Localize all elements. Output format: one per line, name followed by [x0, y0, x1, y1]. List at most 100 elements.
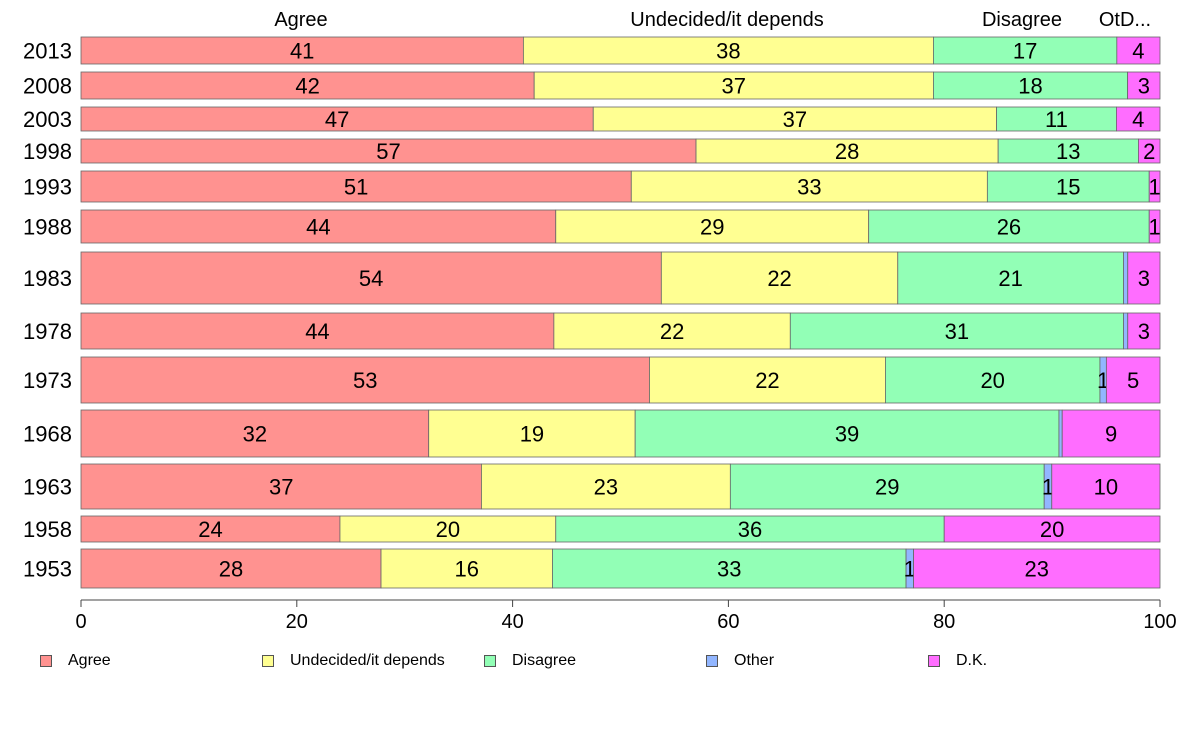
bar-segment: [1127, 312, 1161, 350]
legend-swatch-disagree: [484, 655, 496, 667]
data-label: 22: [767, 266, 791, 291]
bar-segment: [695, 138, 999, 164]
data-label: 1: [1148, 215, 1160, 240]
legend-swatch-undecided: [262, 655, 274, 667]
legend-label-dk: D.K.: [956, 652, 988, 669]
bar-segment: [986, 170, 1150, 203]
bar-segment: [913, 548, 1161, 589]
x-tick-label: 20: [286, 611, 308, 633]
data-label: 44: [306, 215, 330, 240]
legend-item-other: Other: [706, 652, 774, 670]
bar-segment: [630, 170, 988, 203]
bar-segment: [80, 106, 594, 132]
data-label: 44: [305, 319, 329, 344]
row-label: 1963: [23, 475, 72, 500]
bar-segment: [80, 548, 382, 589]
bar-segment: [80, 170, 632, 203]
legend-label-disagree: Disagree: [512, 652, 577, 669]
row-label: 2003: [23, 107, 72, 132]
row-label: 2008: [23, 74, 72, 99]
data-label: 4: [1132, 39, 1144, 64]
bar-segment: [80, 71, 535, 100]
row-label: 1998: [23, 139, 72, 164]
data-label: 31: [945, 319, 969, 344]
bar-segment: [80, 409, 430, 458]
bar-segment: [1051, 463, 1161, 510]
data-label: 19: [520, 422, 544, 447]
data-label: 37: [783, 107, 807, 132]
legend-item-disagree: Disagree: [484, 652, 576, 670]
row-label: 1968: [23, 422, 72, 447]
bar-segment: [80, 36, 524, 65]
bar-segment: [634, 409, 1060, 458]
bar-segment: [933, 71, 1129, 100]
bar-segment: [943, 515, 1161, 543]
bar-segment: [339, 515, 557, 543]
data-label: 15: [1056, 175, 1080, 200]
bar-segment: [933, 36, 1118, 65]
data-label: 20: [980, 368, 1004, 393]
bar-segment: [1127, 251, 1161, 305]
data-label: 33: [797, 175, 821, 200]
legend-swatch-agree: [40, 655, 52, 667]
row-label: 1978: [23, 319, 72, 344]
bar-segment: [1148, 209, 1161, 244]
bar-segment: [80, 515, 341, 543]
bar-segment: [1116, 36, 1161, 65]
row-label: 1983: [23, 266, 72, 291]
data-label: 36: [738, 517, 762, 542]
bar-segment: [1058, 409, 1063, 458]
series-header-label: Agree: [274, 9, 327, 31]
data-label: 2: [1143, 139, 1155, 164]
row-label: 1973: [23, 368, 72, 393]
data-label: 29: [875, 475, 899, 500]
data-label: 23: [1025, 557, 1049, 582]
x-tick-label: 40: [501, 611, 523, 633]
row-label: 1953: [23, 557, 72, 582]
data-label: 33: [717, 557, 741, 582]
data-label: 53: [353, 368, 377, 393]
data-label: 20: [436, 517, 460, 542]
data-label: 51: [344, 175, 368, 200]
data-label: 24: [198, 517, 222, 542]
x-tick-label: 0: [75, 611, 86, 633]
bar-segment: [555, 209, 870, 244]
bar-segment: [80, 209, 557, 244]
bar-segment: [522, 36, 934, 65]
bar-segment: [1127, 71, 1161, 100]
data-label: 42: [295, 74, 319, 99]
data-label: 5: [1127, 368, 1139, 393]
legend-item-dk: D.K.: [928, 652, 987, 670]
data-label: 3: [1138, 266, 1150, 291]
data-label: 37: [269, 475, 293, 500]
x-tick-label: 60: [717, 611, 739, 633]
data-label: 16: [454, 557, 478, 582]
data-label: 54: [359, 266, 383, 291]
data-label: 3: [1138, 74, 1150, 99]
data-label: 13: [1056, 139, 1080, 164]
bar-segment: [80, 356, 650, 404]
data-label: 39: [835, 422, 859, 447]
bar-segment: [552, 548, 907, 589]
series-header-label: Disagree: [982, 9, 1062, 31]
row-label: 1988: [23, 215, 72, 240]
legend-label-other: Other: [734, 652, 775, 669]
data-label: 38: [716, 39, 740, 64]
data-label: 4: [1132, 107, 1144, 132]
data-label: 17: [1013, 39, 1037, 64]
data-label: 11: [1045, 107, 1068, 132]
data-label: 1: [1148, 175, 1160, 200]
legend-label-agree: Agree: [68, 652, 111, 669]
legend-item-undecided: Undecided/it depends: [262, 652, 445, 670]
series-header-label: Undecided/it depends: [630, 9, 823, 31]
bar-segment: [1138, 138, 1161, 164]
stacked-bar-chart: Agree Undecided/it depends Disagree OtD... 2…: [23, 9, 1177, 633]
bar-segment: [428, 409, 636, 458]
data-label: 1: [1042, 475, 1054, 500]
bar-segment: [885, 356, 1101, 404]
data-label: 9: [1105, 422, 1117, 447]
data-label: 26: [997, 215, 1021, 240]
x-tick-label: 80: [933, 611, 955, 633]
row-label: 2013: [23, 39, 72, 64]
bar-segment: [1123, 251, 1129, 305]
